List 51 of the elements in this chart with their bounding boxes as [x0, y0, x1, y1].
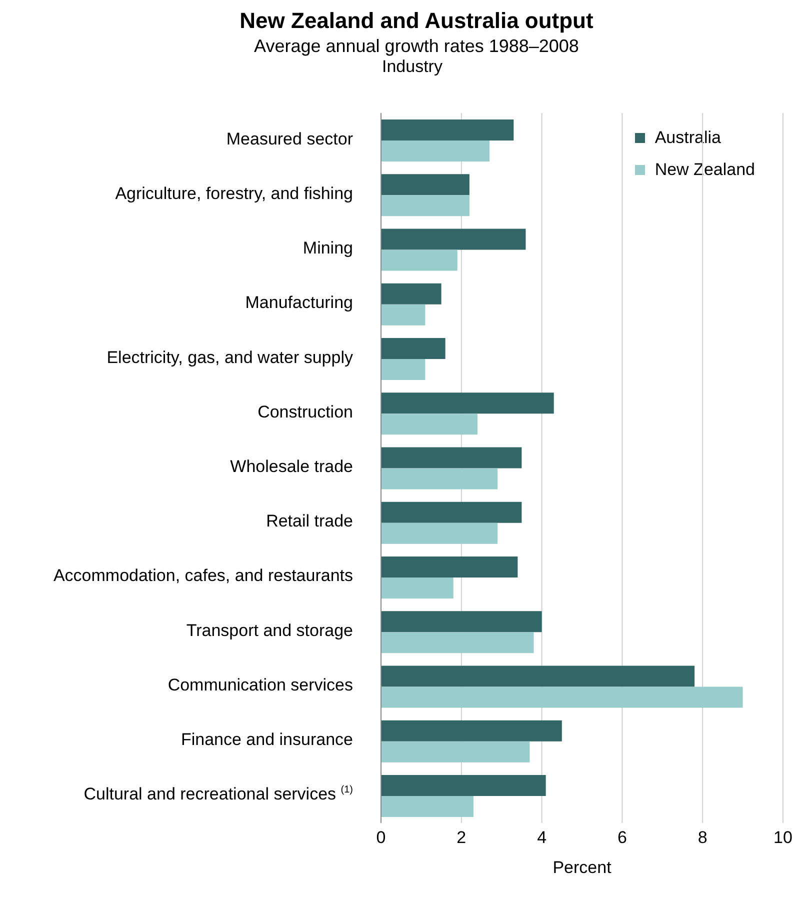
bar [381, 686, 743, 708]
y-tick-label: Manufacturing [245, 294, 353, 313]
bar [381, 140, 490, 162]
y-tick-label: Communication services [168, 676, 353, 695]
y-tick-label: Electricity, gas, and water supply [106, 348, 354, 368]
y-axis-title: Industry [381, 57, 444, 78]
bar [381, 611, 542, 632]
bar [381, 414, 478, 435]
bar [381, 522, 498, 544]
x-tick-label: 0 [376, 828, 386, 848]
bar [381, 283, 442, 304]
bar [381, 120, 514, 141]
bar [381, 796, 474, 817]
bar [381, 228, 526, 250]
x-axis-title: Percent [552, 858, 612, 877]
y-tick-label: Finance and insurance [180, 730, 353, 750]
y-tick-label: Cultural and recreational services $^{(1)}$ [84, 784, 353, 804]
x-tick-label: 8 [698, 828, 708, 848]
chart-subtitle: Average annual growth rates 1988–2008 [253, 36, 580, 57]
bar [381, 304, 426, 326]
y-tick-label: Construction [258, 402, 353, 422]
y-tick-label: Agriculture, forestry, and fishing [115, 184, 353, 204]
x-tick-label: 10 [774, 828, 792, 848]
bar [381, 468, 498, 490]
chart-title: New Zealand and Australia output [238, 8, 594, 34]
bar [381, 741, 530, 762]
y-tick-label: Mining [302, 239, 353, 258]
bar [381, 359, 426, 380]
bar [381, 720, 562, 742]
bar [381, 632, 534, 654]
bar [381, 338, 446, 360]
y-tick-label: Measured sector [226, 130, 354, 149]
bar [381, 250, 458, 271]
x-tick-label: 4 [537, 828, 547, 848]
legend-label: Australia [654, 128, 722, 148]
bar [381, 174, 470, 196]
bar [381, 195, 470, 216]
bar [381, 392, 554, 414]
y-tick-label: Retail trade [266, 512, 353, 532]
bar [381, 556, 518, 578]
y-tick-label: Wholesale trade [230, 457, 353, 476]
x-tick-label: 2 [456, 828, 466, 848]
bar [381, 502, 522, 523]
x-tick-label: 6 [617, 828, 627, 848]
y-tick-label: Accommodation, cafes, and restaurants [53, 566, 353, 586]
bar [381, 666, 695, 687]
legend-label: New Zealand [654, 160, 755, 180]
bar [381, 447, 522, 468]
bar [381, 774, 546, 796]
y-tick-label: Transport and storage [186, 621, 353, 640]
bar [381, 577, 454, 598]
